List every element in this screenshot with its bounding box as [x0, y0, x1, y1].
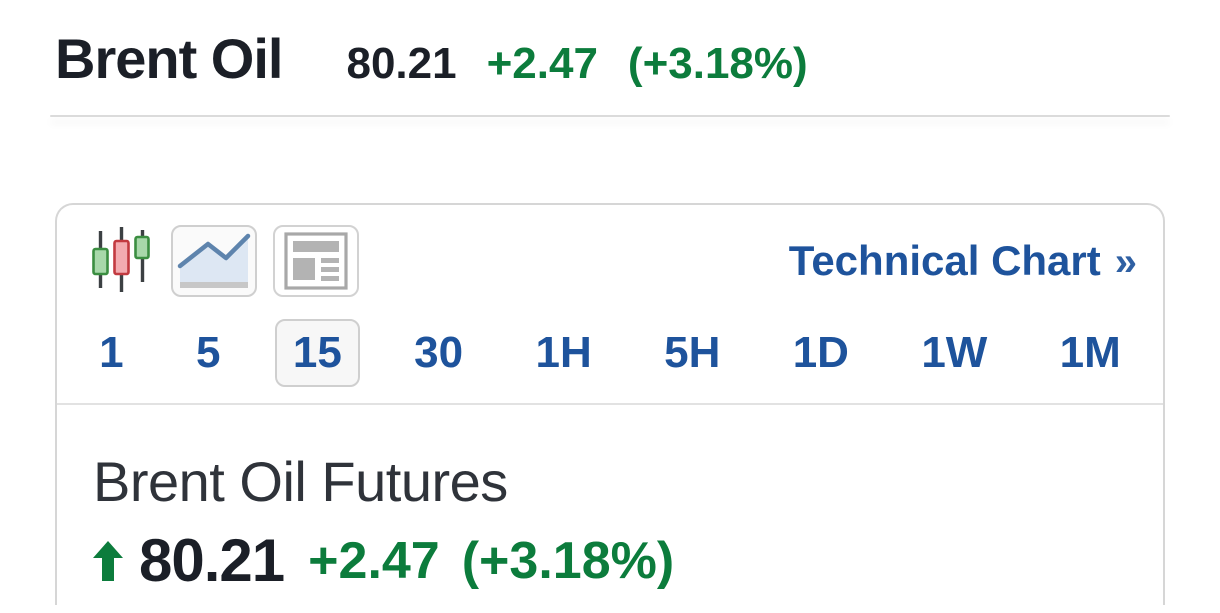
header-quote: 80.21 +2.47 (+3.18%): [346, 39, 807, 89]
instrument-summary: Brent Oil Futures 80.21 +2.47 (+3.18%): [57, 405, 1163, 595]
header-divider: [50, 115, 1170, 117]
instrument-price-row: 80.21 +2.47 (+3.18%): [93, 526, 1127, 595]
timeframe-selector: 1 5 15 30 1H 5H 1D 1W 1M: [57, 319, 1163, 406]
instrument-change: +2.47: [308, 531, 440, 590]
instrument-name: Brent Oil Futures: [93, 450, 508, 514]
timeframe-1w[interactable]: 1W: [903, 319, 1005, 387]
instrument-price: 80.21: [139, 527, 285, 595]
timeframe-5[interactable]: 5: [178, 319, 238, 387]
arrow-up-icon: [93, 540, 123, 581]
timeframe-1d[interactable]: 1D: [775, 319, 867, 387]
timeframe-30[interactable]: 30: [396, 319, 481, 387]
instrument-change-percent: (+3.18%): [461, 531, 675, 590]
page-title: Brent Oil: [55, 27, 283, 90]
chevron-double-right-icon: »: [1114, 240, 1137, 284]
header-change: +2.47: [486, 39, 598, 88]
news-layout-icon[interactable]: [273, 225, 359, 297]
technical-chart-link[interactable]: Technical Chart »: [789, 237, 1137, 285]
candlestick-chart-icon[interactable]: [91, 226, 153, 296]
line-chart-icon[interactable]: [171, 225, 257, 297]
timeframe-5h[interactable]: 5H: [646, 319, 738, 387]
timeframe-1m[interactable]: 1M: [1042, 319, 1139, 387]
chart-card: Technical Chart » 1 5 15 30 1H 5H 1D 1W …: [55, 203, 1165, 605]
header-change-percent: (+3.18%): [627, 39, 808, 88]
timeframe-1h[interactable]: 1H: [517, 319, 609, 387]
timeframe-1[interactable]: 1: [81, 319, 141, 387]
technical-chart-label: Technical Chart: [788, 237, 1101, 284]
header-price: 80.21: [346, 39, 457, 88]
chart-toolbar: Technical Chart »: [57, 205, 1163, 297]
timeframe-15[interactable]: 15: [274, 319, 360, 388]
quote-header: Brent Oil 80.21 +2.47 (+3.18%): [0, 0, 1220, 91]
